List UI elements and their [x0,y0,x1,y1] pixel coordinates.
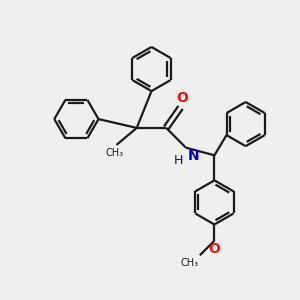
Text: CH₃: CH₃ [105,148,123,158]
Text: O: O [208,242,220,256]
Text: H: H [174,154,183,167]
Text: N: N [188,149,199,163]
Text: CH₃: CH₃ [180,258,198,268]
Text: O: O [176,92,188,105]
